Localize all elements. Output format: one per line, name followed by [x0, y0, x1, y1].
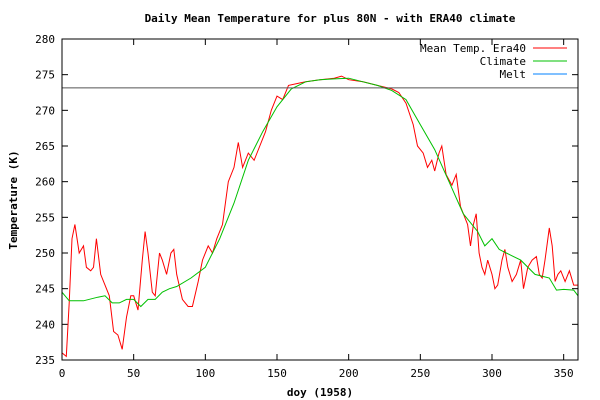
- x-tick-label: 0: [59, 367, 66, 380]
- y-tick-label: 270: [35, 104, 55, 117]
- series-mean-temp-era40: [61, 75, 578, 358]
- legend-label: Melt: [500, 68, 527, 81]
- y-tick-label: 265: [35, 140, 55, 153]
- x-tick-label: 50: [127, 367, 140, 380]
- x-axis-label: doy (1958): [287, 386, 353, 399]
- series-climate: [61, 77, 579, 308]
- y-tick-label: 280: [35, 33, 55, 46]
- x-tick-label: 350: [554, 367, 574, 380]
- y-tick-label: 240: [35, 318, 55, 331]
- legend-label: Mean Temp. Era40: [420, 42, 526, 55]
- x-tick-label: 150: [267, 367, 287, 380]
- x-tick-label: 250: [410, 367, 430, 380]
- x-tick-label: 100: [195, 367, 215, 380]
- plot-frame: [61, 38, 579, 361]
- y-axis-label: Temperature (K): [7, 150, 20, 249]
- y-tick-label: 245: [35, 283, 55, 296]
- legend-label: Climate: [480, 55, 526, 68]
- y-tick-label: 255: [35, 211, 55, 224]
- x-tick-label: 300: [482, 367, 502, 380]
- y-tick-label: 275: [35, 69, 55, 82]
- y-tick-label: 235: [35, 354, 55, 367]
- y-tick-label: 260: [35, 176, 55, 189]
- x-tick-label: 200: [339, 367, 359, 380]
- chart-title: Daily Mean Temperature for plus 80N - wi…: [145, 12, 516, 25]
- y-tick-label: 250: [35, 247, 55, 260]
